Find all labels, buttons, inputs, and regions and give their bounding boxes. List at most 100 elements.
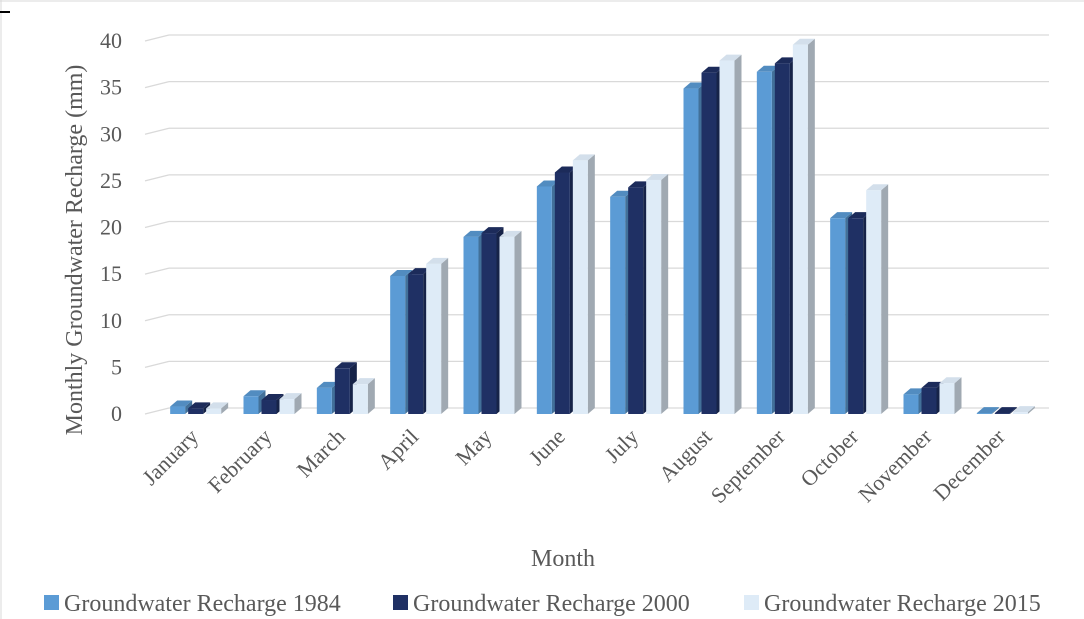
bar-top: [188, 402, 211, 409]
gridline-depth: [144, 127, 170, 135]
bar-top: [1012, 406, 1035, 413]
bar-front: [481, 233, 497, 414]
bar: [976, 407, 999, 414]
bar-front: [316, 387, 332, 414]
legend-swatch: [44, 595, 59, 610]
bar: [352, 378, 375, 414]
bar-top: [792, 38, 815, 45]
bar-front: [279, 399, 295, 414]
bar-top: [628, 181, 651, 188]
bar-top: [206, 402, 229, 409]
bar-top: [572, 154, 595, 161]
bar-front: [939, 383, 955, 414]
bar-front: [261, 400, 277, 414]
bar-front: [188, 408, 204, 414]
y-tick-label: 20: [100, 215, 122, 240]
legend-label: Groundwater Recharge 2015: [764, 591, 1041, 617]
x-tick-label: January: [137, 424, 203, 490]
bar-side: [514, 230, 522, 414]
bar-top: [279, 393, 302, 400]
bar-front: [994, 413, 1010, 414]
bar: [206, 402, 229, 414]
gridline-depth: [144, 80, 170, 89]
gridline-depth: [144, 174, 170, 182]
bar-front: [756, 71, 772, 415]
y-tick-label: 0: [111, 401, 122, 426]
bar-top: [994, 407, 1017, 414]
bar-top: [701, 66, 724, 73]
bar-side: [441, 257, 449, 414]
bar-front: [848, 218, 864, 414]
bar-top: [976, 407, 999, 414]
bar-front: [170, 406, 186, 414]
bar-top: [866, 184, 889, 191]
bar-top: [848, 212, 871, 219]
bar-top: [830, 212, 853, 219]
x-tick-label: May: [450, 424, 496, 470]
bar-front: [352, 384, 368, 414]
x-tick-label: April: [373, 424, 424, 475]
bar-front: [426, 263, 442, 414]
bar-top: [408, 268, 431, 275]
bar: [426, 257, 449, 414]
bar: [499, 230, 522, 414]
x-tick-label: September: [706, 423, 791, 508]
x-tick-label: July: [600, 424, 644, 468]
bar-side: [661, 173, 669, 414]
y-tick-label: 40: [100, 28, 122, 53]
bar-front: [628, 187, 644, 414]
bar-front: [334, 368, 350, 414]
y-tick-label: 15: [100, 261, 122, 286]
bar-front: [701, 72, 717, 414]
x-tick-label: November: [853, 423, 937, 507]
bar: [279, 393, 302, 414]
bar-top: [499, 230, 522, 237]
bar-top: [683, 82, 706, 89]
bar-top: [463, 230, 486, 237]
bar-front: [976, 413, 992, 414]
bar-side: [367, 378, 375, 414]
legend-label: Groundwater Recharge 2000: [413, 591, 690, 617]
legend-swatch: [744, 595, 759, 610]
bar-front: [463, 236, 479, 414]
gridline-depth: [144, 267, 170, 275]
bar: [719, 54, 742, 415]
x-tick-label: February: [203, 424, 277, 498]
bar-front: [554, 172, 570, 414]
bar-top: [646, 173, 669, 180]
bar-top: [536, 180, 559, 187]
bar-top: [939, 377, 962, 384]
y-tick-label: 25: [100, 168, 122, 193]
bar: [646, 173, 669, 414]
bar-front: [572, 160, 588, 414]
bar: [572, 154, 595, 415]
legend-item: Groundwater Recharge 1984: [44, 591, 341, 617]
bar-side: [1027, 406, 1035, 414]
legend-item: Groundwater Recharge 2000: [393, 591, 690, 617]
bar-top: [243, 390, 266, 397]
bar-top: [554, 166, 577, 173]
bar-top: [334, 362, 357, 369]
gridline-depth: [144, 220, 170, 229]
bar: [939, 377, 962, 414]
y-tick-label: 35: [100, 75, 122, 100]
bar-front: [536, 186, 552, 414]
y-tick-label: 30: [100, 121, 122, 146]
y-axis-ticks: 0 5 10 15 20 25 30 35 40: [100, 28, 122, 426]
bar-side: [294, 393, 302, 414]
bar: [866, 184, 889, 414]
bar-top: [903, 388, 926, 395]
bar-top: [610, 190, 633, 197]
bar-front: [903, 394, 919, 414]
y-tick-label: 5: [111, 354, 122, 379]
y-tick-label: 10: [100, 308, 122, 333]
gridlines: [144, 34, 1049, 415]
bar: [170, 400, 193, 414]
bar: [1012, 406, 1035, 414]
bar-front: [243, 396, 259, 414]
x-axis-title: Month: [531, 546, 595, 572]
bar-front: [646, 179, 662, 414]
bar-front: [683, 88, 699, 415]
bar-front: [499, 236, 515, 414]
